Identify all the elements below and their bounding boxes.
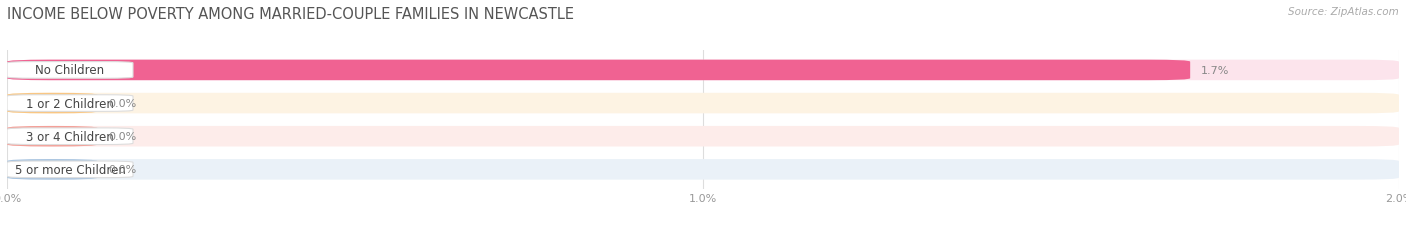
Text: No Children: No Children [35,64,104,77]
Text: 1 or 2 Children: 1 or 2 Children [27,97,114,110]
Text: 0.0%: 0.0% [108,165,136,175]
FancyBboxPatch shape [7,159,97,180]
FancyBboxPatch shape [7,93,1399,114]
FancyBboxPatch shape [7,126,97,147]
Text: 5 or more Children: 5 or more Children [14,163,125,176]
Text: INCOME BELOW POVERTY AMONG MARRIED-COUPLE FAMILIES IN NEWCASTLE: INCOME BELOW POVERTY AMONG MARRIED-COUPL… [7,7,574,22]
FancyBboxPatch shape [7,62,134,79]
Text: 3 or 4 Children: 3 or 4 Children [27,130,114,143]
FancyBboxPatch shape [7,161,134,178]
Text: 1.7%: 1.7% [1201,66,1229,76]
Text: 0.0%: 0.0% [108,132,136,142]
FancyBboxPatch shape [7,128,134,145]
FancyBboxPatch shape [7,60,1399,81]
Text: Source: ZipAtlas.com: Source: ZipAtlas.com [1288,7,1399,17]
FancyBboxPatch shape [7,126,1399,147]
Text: 0.0%: 0.0% [108,99,136,109]
FancyBboxPatch shape [7,95,134,112]
FancyBboxPatch shape [7,60,1191,81]
FancyBboxPatch shape [7,159,1399,180]
FancyBboxPatch shape [7,93,97,114]
